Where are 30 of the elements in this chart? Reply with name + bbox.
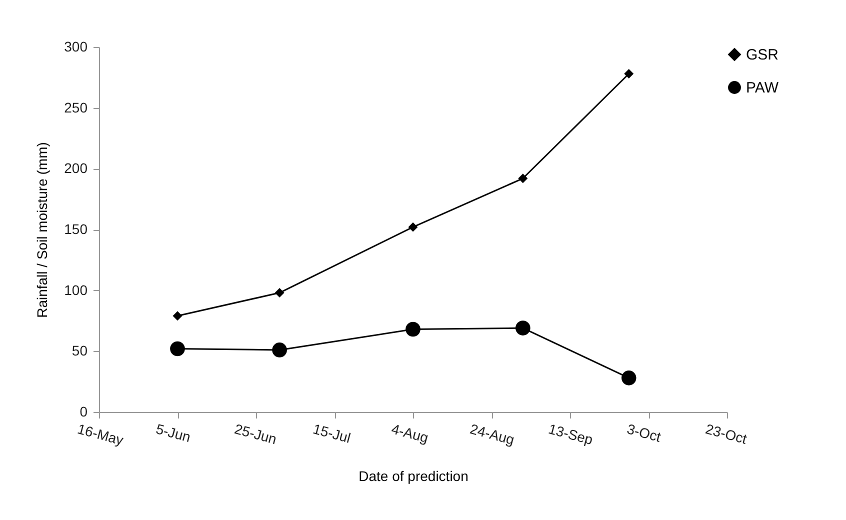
point [272, 342, 287, 358]
x-axis-title: Date of prediction [358, 468, 468, 484]
x-tick-label: 24-Aug [468, 420, 516, 448]
point [274, 288, 284, 298]
legend-label: PAW [746, 80, 780, 96]
point [406, 322, 420, 337]
point [408, 222, 418, 232]
y-tick-label: 200 [64, 160, 88, 176]
y-tick-label: 100 [64, 282, 88, 298]
x-tick-label: 15-Jul [311, 420, 352, 446]
x-tick-label: 25-Jun [232, 420, 278, 448]
point [518, 174, 528, 184]
point [170, 341, 185, 356]
x-tick-label: 16-May [76, 420, 126, 448]
y-tick-label: 300 [64, 38, 88, 54]
x-tick-label: 23-Oct [704, 420, 749, 447]
y-tick-label: 150 [64, 221, 88, 237]
y-axis-title: Rainfall / Soil moisture (mm) [34, 142, 50, 318]
x-tick-label: 5-Jun [154, 420, 192, 446]
y-tick-label: 250 [64, 99, 88, 116]
y-tick-label: 0 [80, 404, 88, 420]
point [172, 311, 182, 321]
legend-label: GSR [746, 46, 779, 64]
x-tick-label: 3-Oct [625, 420, 663, 445]
point [515, 320, 530, 336]
point [624, 69, 634, 79]
x-tick-label: 4-Aug [390, 420, 430, 446]
x-tick-label: 13-Sep [546, 420, 595, 448]
point [621, 370, 636, 386]
y-tick-label: 50 [72, 342, 88, 359]
